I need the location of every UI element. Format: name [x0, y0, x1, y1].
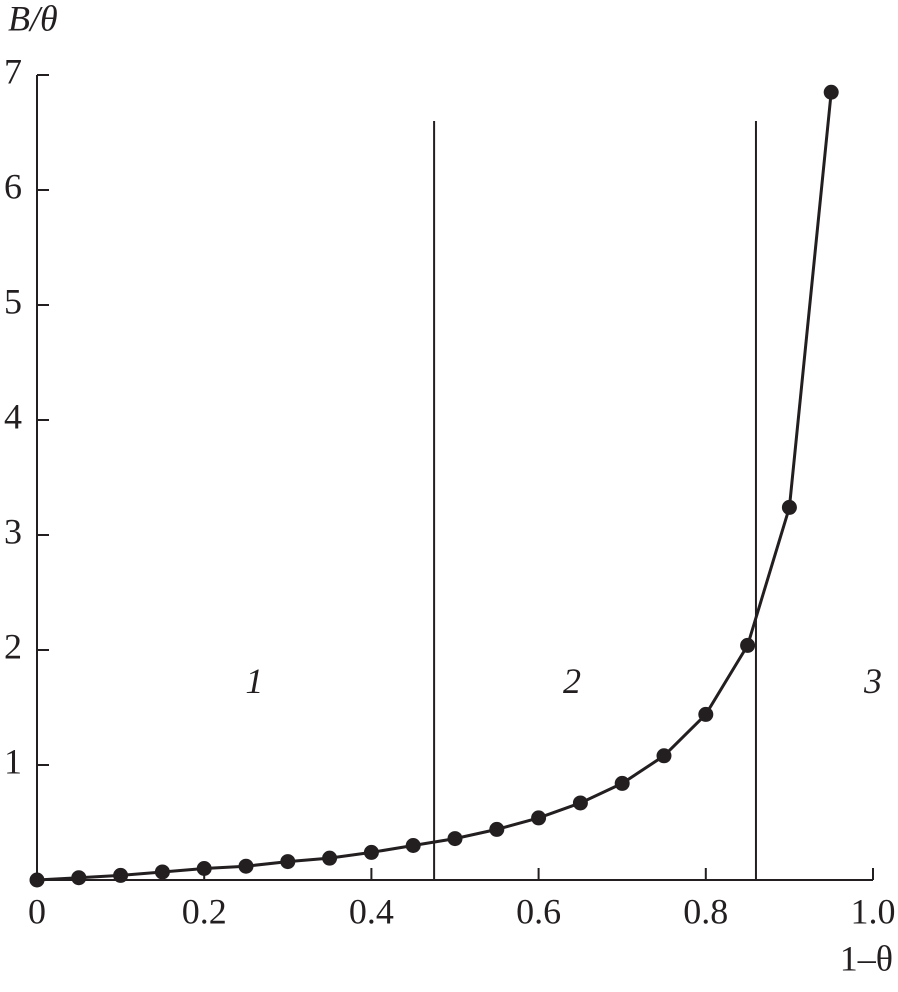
- data-point: [781, 499, 797, 515]
- data-point: [698, 706, 714, 722]
- y-tick-label: 2: [4, 626, 22, 666]
- data-point: [489, 821, 505, 837]
- x-tick-label: 0.8: [683, 891, 728, 931]
- x-axis-label: 1–θ: [840, 938, 893, 978]
- data-point: [656, 748, 672, 764]
- data-point: [280, 854, 296, 870]
- y-tick-label: 6: [4, 166, 22, 206]
- data-point: [363, 844, 379, 860]
- data-point: [447, 831, 463, 847]
- data-point: [196, 861, 212, 876]
- data-point: [405, 838, 421, 853]
- data-point: [238, 858, 254, 874]
- y-tick-label: 4: [4, 396, 22, 436]
- x-tick-label: 1.0: [851, 891, 896, 931]
- data-point: [823, 84, 839, 100]
- region-label: 1: [245, 661, 263, 701]
- x-tick-label: 0.2: [182, 891, 227, 931]
- y-tick-label: 1: [4, 741, 22, 781]
- data-point: [614, 775, 630, 791]
- data-point: [740, 637, 756, 653]
- y-tick-label: 7: [4, 51, 22, 91]
- data-point: [113, 867, 129, 883]
- data-point: [154, 864, 170, 880]
- data-point: [531, 810, 547, 826]
- data-point: [29, 872, 45, 888]
- data-point: [572, 795, 588, 811]
- x-tick-label: 0.4: [349, 891, 394, 931]
- x-tick-label: 0.6: [516, 891, 561, 931]
- y-tick-label: 3: [4, 511, 22, 551]
- x-tick-label: 0: [28, 891, 46, 931]
- region-label: 2: [563, 661, 581, 701]
- y-axis-label: B/θ: [8, 0, 58, 38]
- data-point: [322, 850, 338, 866]
- region-label: 3: [863, 661, 882, 701]
- y-tick-label: 5: [4, 281, 22, 321]
- data-point: [71, 870, 87, 886]
